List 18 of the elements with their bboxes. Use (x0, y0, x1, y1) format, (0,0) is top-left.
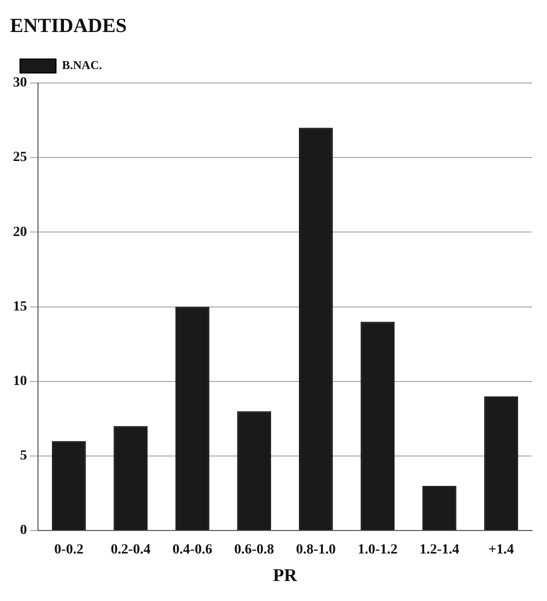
x-axis-title: PR (273, 564, 298, 585)
y-tick-label: 20 (13, 224, 27, 240)
x-tick-label: 0-0.2 (54, 542, 84, 558)
legend-label: B.NAC. (62, 58, 102, 72)
y-tick-label: 0 (20, 523, 27, 538)
x-tick-label: 0.8-1.0 (296, 542, 336, 558)
y-tick-label: 5 (20, 448, 27, 464)
x-tick-label: 0.6-0.8 (234, 542, 274, 558)
chart-title: ENTIDADES (10, 15, 127, 38)
y-tick-label: 10 (13, 374, 27, 390)
x-tick-label: 1.2-1.4 (420, 542, 460, 558)
y-tick-label: 30 (13, 76, 27, 91)
x-tick-label: 0.2-0.4 (110, 542, 150, 558)
y-tick-label: 25 (13, 150, 27, 166)
x-tick-label: 1.0-1.2 (358, 542, 398, 558)
x-tick-label: +1.4 (488, 542, 514, 558)
y-tick-label: 15 (13, 299, 27, 314)
x-tick-label: 0.4-0.6 (172, 542, 212, 558)
